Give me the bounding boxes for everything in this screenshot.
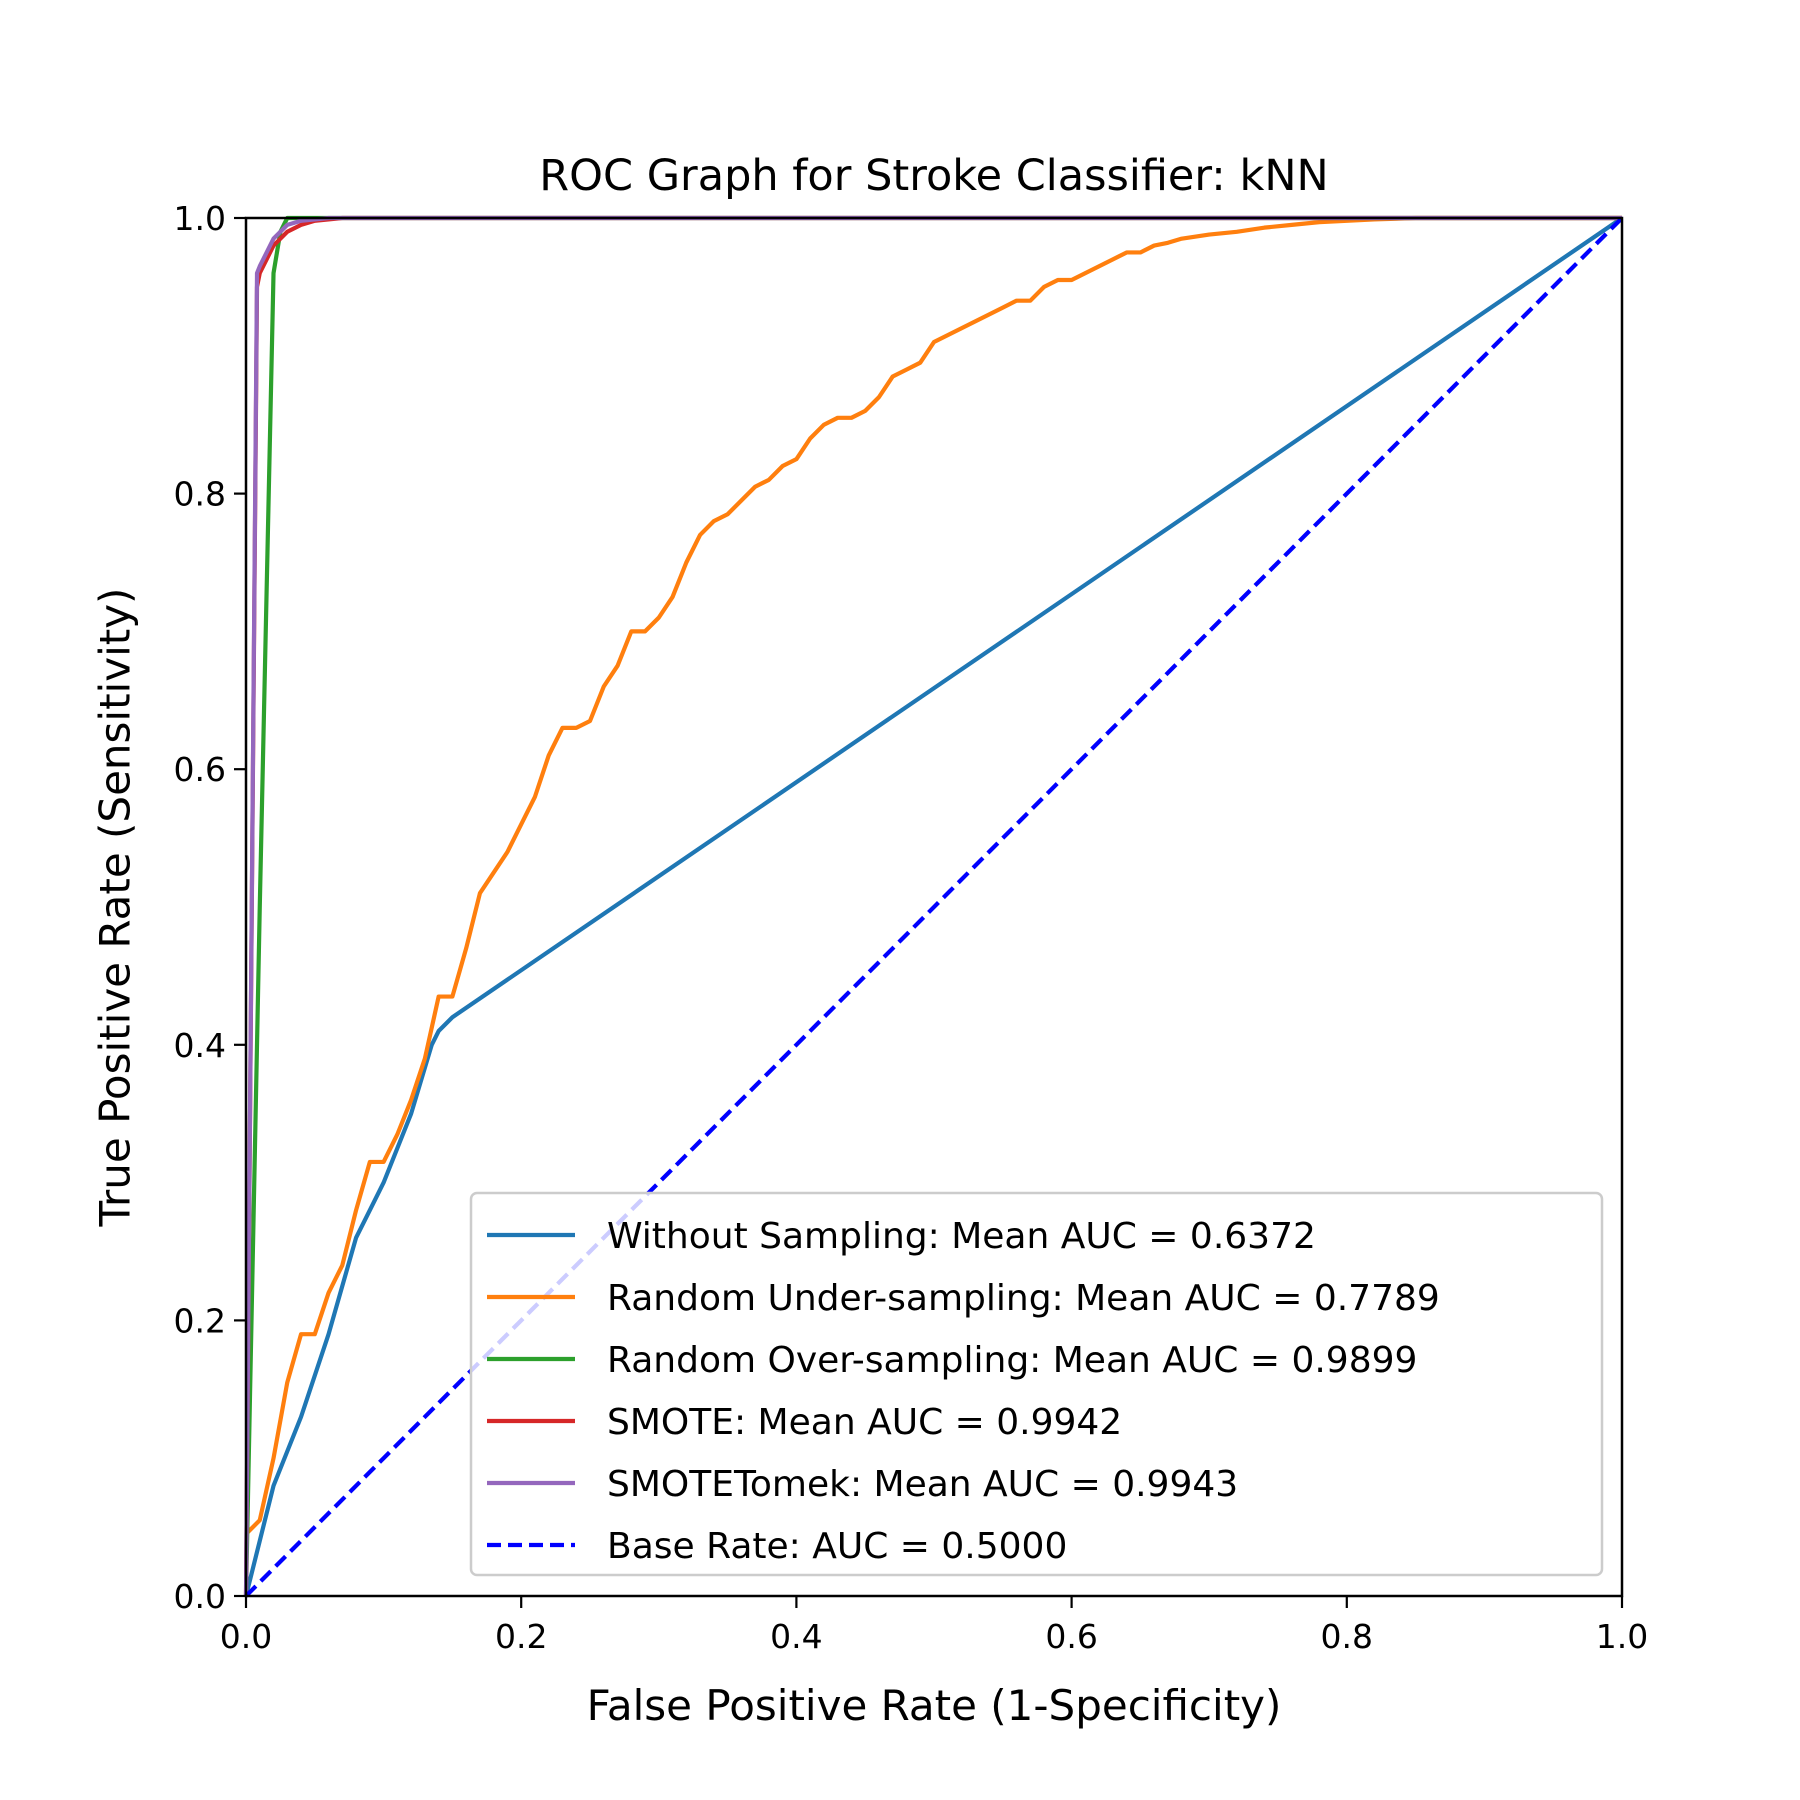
legend-box [469, 1191, 1604, 1577]
series-line-1 [243, 216, 1624, 1597]
legend-label-3: Random Over-sampling: Mean AUC = 0.9899 [607, 1340, 1417, 1381]
y-axis-title: True Positive Rate (Sensitivity) [91, 588, 140, 1228]
y-tick-label: 0.8 [174, 475, 226, 514]
y-tick-label: 0.0 [174, 1577, 226, 1616]
x-tick-label: 1.0 [1596, 1617, 1648, 1656]
x-tick-label: 0.4 [770, 1617, 822, 1656]
legend: Without Sampling: Mean AUC = 0.6372 Rando… [469, 1191, 1604, 1577]
plot-frame [244, 216, 1624, 1598]
x-tick-label: 0.0 [220, 1617, 272, 1656]
chart-title: ROC Graph for Stroke Classifier: kNN [539, 151, 1328, 201]
x-tick-label: 0.6 [1045, 1617, 1097, 1656]
legend-label-4: SMOTE: Mean AUC = 0.9942 [607, 1402, 1122, 1443]
legend-label-6: Base Rate: AUC = 0.5000 [607, 1526, 1067, 1567]
x-tick-label: 0.8 [1321, 1617, 1373, 1656]
y-tick-label: 1.0 [174, 199, 226, 238]
y-tick-label: 0.2 [174, 1301, 226, 1340]
y-axis: 0.0 0.2 0.4 0.6 0.8 1.0 [174, 199, 246, 1616]
y-tick-label: 0.6 [174, 750, 226, 789]
legend-label-2: Random Under-sampling: Mean AUC = 0.7789 [607, 1278, 1440, 1319]
legend-label-1: Without Sampling: Mean AUC = 0.6372 [607, 1216, 1316, 1257]
x-tick-label: 0.2 [495, 1617, 547, 1656]
y-tick-label: 0.4 [174, 1026, 226, 1065]
legend-label-5: SMOTETomek: Mean AUC = 0.9943 [607, 1464, 1238, 1505]
x-axis-title: False Positive Rate (1-Specificity) [587, 1681, 1282, 1730]
x-axis: 0.0 0.2 0.4 0.6 0.8 1.0 [220, 1596, 1648, 1656]
series-line-2 [244, 215, 1622, 1536]
